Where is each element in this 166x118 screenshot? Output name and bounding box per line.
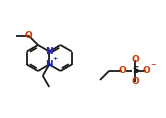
Text: O: O xyxy=(131,55,139,64)
Text: O: O xyxy=(25,31,33,40)
Text: N: N xyxy=(45,47,53,56)
Text: O: O xyxy=(143,66,151,75)
Text: S: S xyxy=(132,66,138,75)
Text: +: + xyxy=(52,56,58,61)
Text: N: N xyxy=(45,60,53,69)
Text: O: O xyxy=(118,66,126,75)
Text: O: O xyxy=(131,77,139,86)
Text: −: − xyxy=(151,62,157,68)
